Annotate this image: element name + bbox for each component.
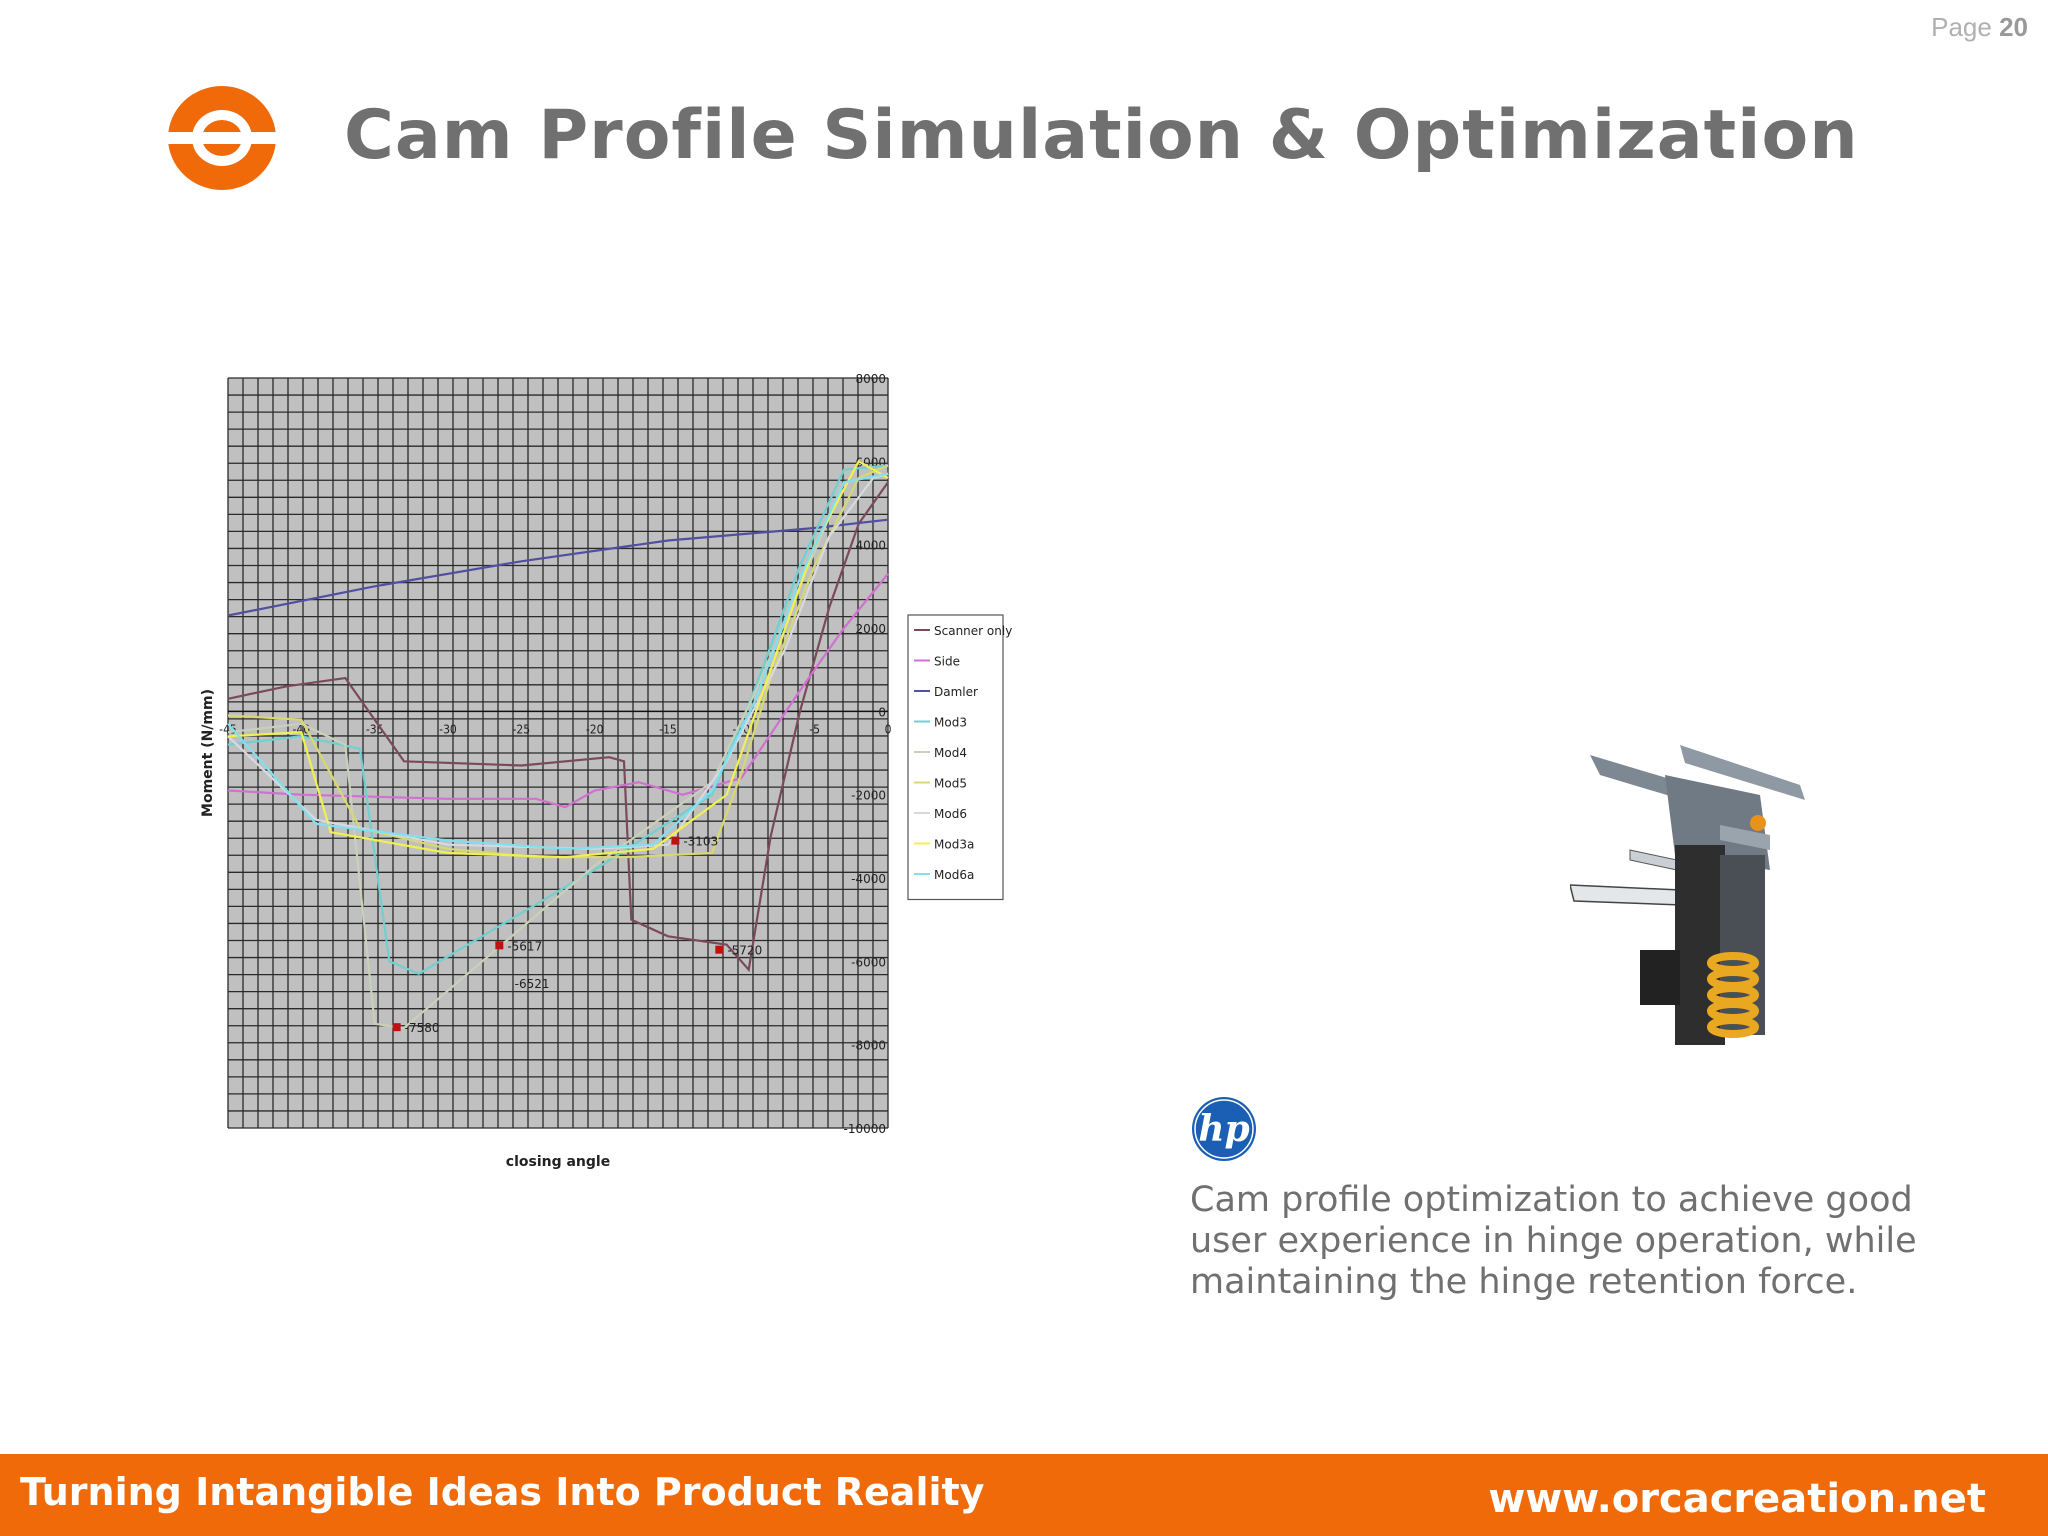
legend-box xyxy=(907,614,1004,901)
y-tick-label: 4000 xyxy=(855,539,886,553)
annotation-label: -5617 xyxy=(507,939,542,953)
y-tick-label: 0 xyxy=(878,705,886,719)
legend-entry: Mod6 xyxy=(934,807,967,821)
footer-bar: Turning Intangible Ideas Into Product Re… xyxy=(0,1454,2048,1536)
hp-logo-text: hp xyxy=(1198,1108,1249,1150)
y-tick-label: 8000 xyxy=(855,372,886,386)
annotation-marker xyxy=(671,836,680,845)
annotation-label: -5720 xyxy=(727,944,762,958)
y-tick-label: -4000 xyxy=(851,872,886,886)
orca-ring-logo-icon xyxy=(166,86,278,190)
series-line xyxy=(227,459,889,859)
x-tick-label: -20 xyxy=(586,722,604,736)
x-tick-label: -15 xyxy=(659,722,677,736)
footer-website-link[interactable]: www.orcacreation.net xyxy=(1488,1476,1986,1522)
annotation-marker xyxy=(715,945,724,954)
y-tick-label: 2000 xyxy=(855,622,886,636)
series-line xyxy=(227,472,889,1030)
moment-chart: -45 -40 -35 -30 -25 -20 -15 -10 -5 08000600040002… xyxy=(200,372,1012,1170)
page-number-value: 20 xyxy=(1999,12,2028,42)
y-tick-label: -2000 xyxy=(851,789,886,803)
legend-entry: Side xyxy=(934,655,960,669)
legend-entry: Damler xyxy=(934,685,978,699)
annotation-marker xyxy=(495,941,504,950)
x-tick-label: -30 xyxy=(439,722,457,736)
x-tick-label: -45 xyxy=(219,722,237,736)
legend-entry: Scanner only xyxy=(934,624,1012,638)
annotation-marker xyxy=(392,1023,401,1032)
x-axis-label: closing angle xyxy=(506,1154,610,1170)
x-tick-label: -25 xyxy=(513,722,531,736)
y-tick-label: -10000 xyxy=(843,1122,886,1136)
series-line xyxy=(227,518,889,617)
hinge-product-image xyxy=(1570,745,1805,1045)
series-line xyxy=(227,472,889,850)
x-tick-label: 0 xyxy=(885,722,892,736)
hp-logo: hp xyxy=(1192,1097,1256,1161)
page-label: Page xyxy=(1931,12,1992,42)
y-tick-label: -6000 xyxy=(851,955,886,969)
legend-entry: Mod4 xyxy=(934,746,967,760)
legend-entry: Mod3 xyxy=(934,716,967,730)
annotation-label: -3103 xyxy=(683,835,718,849)
x-tick-label: -5 xyxy=(809,722,820,736)
y-axis-label: Moment (N/mm) xyxy=(200,689,216,817)
legend-entry: Mod6a xyxy=(934,868,974,882)
annotation-label: -7580 xyxy=(405,1021,440,1035)
description-text: Cam profile optimization to achieve good… xyxy=(1190,1180,1917,1302)
legend-entry: Mod3a xyxy=(934,838,974,852)
series-line xyxy=(227,464,889,859)
series-line xyxy=(227,464,889,976)
page-number: Page 20 xyxy=(1931,12,2028,43)
legend-entry: Mod5 xyxy=(934,777,967,791)
y-tick-label: -8000 xyxy=(851,1039,886,1053)
annotation-label: -6521 xyxy=(515,977,550,991)
page-title: Cam Profile Simulation & Optimization xyxy=(344,96,1859,175)
footer-tagline: Turning Intangible Ideas Into Product Re… xyxy=(20,1470,985,1514)
series-line xyxy=(227,573,889,809)
